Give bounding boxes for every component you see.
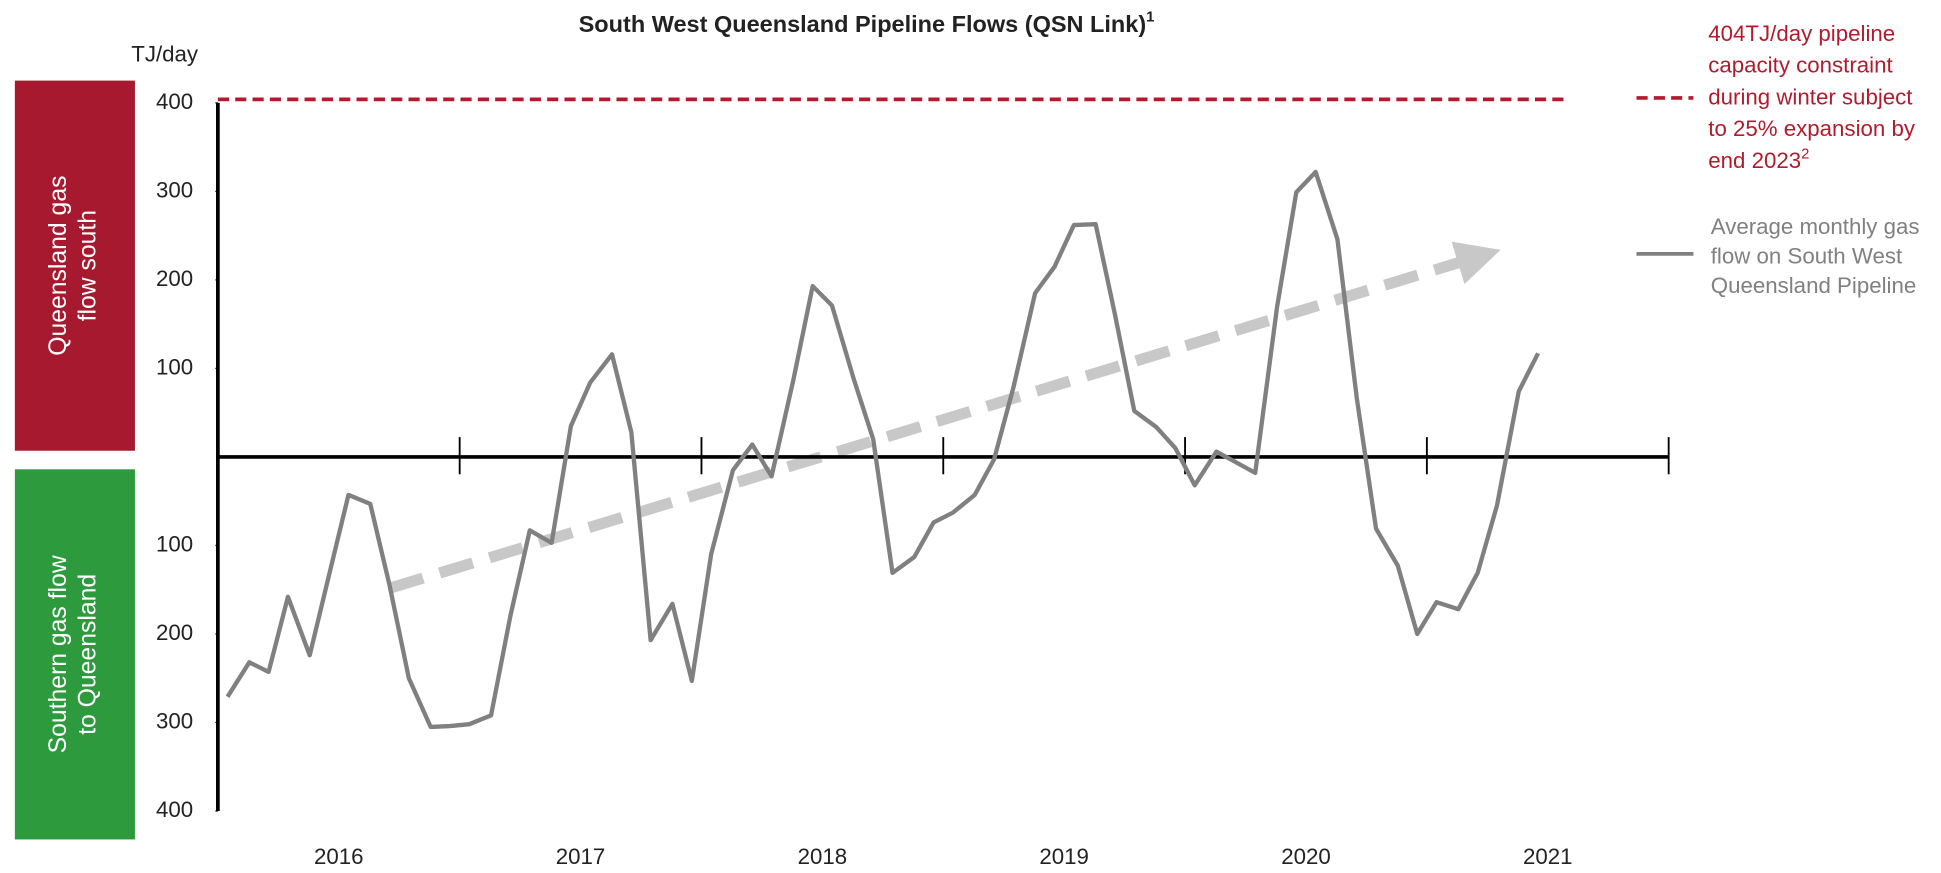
x-tick-label: 2019	[1039, 844, 1089, 869]
legend-label: Average monthly gas	[1711, 214, 1920, 239]
side-label: Southern gas flow	[45, 555, 72, 753]
legend-label: end 20232	[1708, 147, 1809, 173]
title-text: South West Queensland Pipeline Flows (QS…	[579, 11, 1147, 37]
x-tick-label: 2017	[556, 844, 606, 869]
side-box	[14, 80, 135, 451]
legend-label: capacity constraint	[1708, 53, 1893, 78]
side-box	[14, 469, 135, 840]
x-tick-label: 2018	[798, 844, 848, 869]
side-label: Queensland gas	[45, 176, 72, 356]
flow-line	[225, 169, 1541, 730]
legend-label: to 25% expansion by	[1708, 116, 1916, 141]
x-tick-label: 2021	[1523, 844, 1573, 869]
legend-text: capacity constraint	[1708, 53, 1893, 78]
legend-sup: 2	[1801, 147, 1809, 163]
title-sup: 1	[1146, 9, 1154, 25]
legend-label: flow on South West	[1711, 244, 1903, 269]
y-unit: TJ/day	[131, 42, 199, 67]
legend-label: 404TJ/day pipeline	[1708, 21, 1895, 46]
legend-text: end 2023	[1708, 148, 1801, 173]
y-tick-label: 400	[156, 797, 193, 822]
y-tick-label: 200	[156, 266, 193, 291]
side-label: to Queensland	[75, 574, 102, 735]
trend-arrow	[388, 241, 1501, 594]
legend-label: Queensland Pipeline	[1711, 273, 1917, 298]
side-label: flow south	[75, 210, 102, 321]
legend-label: during winter subject	[1708, 84, 1913, 109]
legend-text: 404TJ/day pipeline	[1708, 21, 1895, 46]
y-tick-label: 100	[156, 531, 193, 556]
legend-text: during winter subject	[1708, 84, 1913, 109]
y-tick-label: 300	[156, 708, 193, 733]
y-tick-label: 300	[156, 177, 193, 202]
y-tick-label: 200	[156, 620, 193, 645]
y-tick-label: 100	[156, 354, 193, 379]
legend-text: to 25% expansion by	[1708, 116, 1916, 141]
x-tick-label: 2020	[1281, 844, 1331, 869]
chart-title: South West Queensland Pipeline Flows (QS…	[579, 9, 1155, 37]
y-tick-label: 400	[156, 89, 193, 114]
x-tick-label: 2016	[314, 844, 364, 869]
